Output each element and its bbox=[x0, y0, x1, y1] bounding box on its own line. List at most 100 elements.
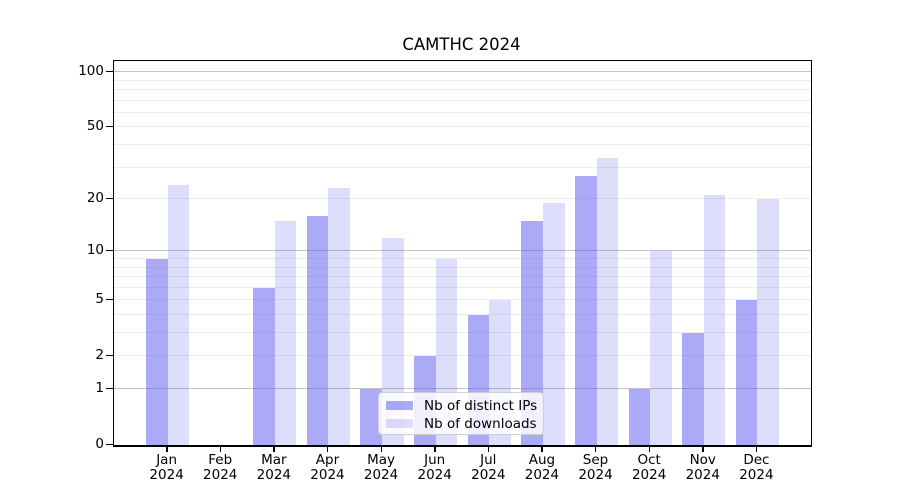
x-tick-year: 2024 bbox=[739, 466, 774, 483]
x-tick-year: 2024 bbox=[685, 466, 720, 483]
x-tick-label-jul: Jul 2024 bbox=[460, 453, 516, 482]
x-tick bbox=[166, 446, 168, 452]
x-tick-year: 2024 bbox=[256, 466, 292, 483]
bar-distinct-ips-may bbox=[360, 389, 383, 445]
x-tick bbox=[273, 446, 275, 452]
x-tick-year: 2024 bbox=[578, 466, 613, 483]
y-tick bbox=[106, 70, 113, 73]
y-tick bbox=[106, 249, 113, 252]
bar-downloads-aug bbox=[542, 203, 565, 445]
bar-downloads-jan bbox=[167, 184, 190, 445]
legend-swatch-downloads-icon bbox=[386, 419, 413, 428]
bar-downloads-nov bbox=[703, 195, 726, 445]
bar-downloads-sep bbox=[596, 157, 619, 445]
bar-distinct-ips-mar bbox=[253, 287, 275, 445]
x-tick-month: Apr bbox=[315, 452, 340, 468]
y-tick bbox=[106, 125, 113, 128]
x-tick-month: Jul bbox=[480, 452, 497, 468]
y-tick bbox=[106, 197, 113, 199]
bar-downloads-dec bbox=[757, 199, 779, 445]
minor-gridline bbox=[114, 126, 811, 128]
y-tick-label: 0 bbox=[95, 436, 104, 452]
x-tick bbox=[219, 446, 222, 452]
y-tick-label: 2 bbox=[95, 347, 104, 364]
chart-title: CAMTHC 2024 bbox=[402, 35, 521, 54]
minor-gridline bbox=[114, 258, 811, 259]
x-tick-month: Jan bbox=[156, 452, 178, 468]
x-tick-month: Nov bbox=[689, 452, 716, 468]
bar-distinct-ips-jan bbox=[146, 259, 168, 445]
x-tick-label-jan: Jan 2024 bbox=[139, 453, 195, 482]
x-tick-year: 2024 bbox=[363, 466, 399, 483]
minor-gridline bbox=[114, 99, 811, 101]
x-tick-year: 2024 bbox=[203, 466, 238, 483]
x-tick bbox=[380, 446, 382, 452]
x-tick-label-jun: Jun 2024 bbox=[407, 453, 463, 482]
bar-downloads-oct bbox=[650, 251, 672, 445]
y-tick-label: 1 bbox=[95, 380, 104, 396]
plot-area bbox=[113, 60, 812, 447]
x-tick bbox=[702, 446, 704, 452]
x-tick bbox=[755, 446, 758, 452]
x-tick bbox=[648, 446, 651, 452]
major-gridline bbox=[114, 388, 811, 390]
major-gridline bbox=[114, 250, 811, 252]
minor-gridline bbox=[114, 111, 811, 113]
minor-gridline bbox=[114, 198, 811, 200]
minor-gridline bbox=[114, 355, 811, 357]
y-tick bbox=[106, 443, 113, 445]
minor-gridline bbox=[114, 299, 811, 301]
legend-label-distinct-ips: Nb of distinct IPs bbox=[424, 397, 538, 414]
x-tick-month: May bbox=[367, 452, 396, 468]
bar-downloads-mar bbox=[274, 221, 297, 445]
x-tick-label-aug: Aug 2024 bbox=[514, 453, 570, 482]
legend-swatch-distinct-ips-icon bbox=[386, 401, 413, 410]
x-tick-label-oct: Oct 2024 bbox=[621, 453, 677, 482]
y-tick bbox=[106, 387, 113, 389]
y-tick-label: 100 bbox=[78, 63, 104, 80]
bar-distinct-ips-aug bbox=[521, 221, 543, 445]
bar-distinct-ips-oct bbox=[628, 389, 651, 445]
x-tick-month: Sep bbox=[582, 452, 609, 468]
minor-gridline bbox=[114, 332, 811, 334]
x-tick-year: 2024 bbox=[471, 466, 506, 483]
x-tick bbox=[326, 446, 329, 452]
y-tick bbox=[106, 298, 113, 301]
minor-gridline bbox=[114, 89, 811, 91]
minor-gridline bbox=[114, 276, 811, 278]
major-gridline bbox=[114, 71, 811, 73]
x-tick-label-apr: Apr 2024 bbox=[299, 453, 355, 482]
minor-gridline bbox=[114, 314, 811, 315]
bar-distinct-ips-sep bbox=[574, 175, 597, 445]
bar-downloads-apr bbox=[328, 188, 351, 445]
x-tick-label-dec: Dec 2024 bbox=[728, 453, 784, 482]
x-tick-label-nov: Nov 2024 bbox=[675, 453, 731, 482]
x-tick-month: Oct bbox=[637, 452, 661, 468]
x-tick-label-mar: Mar 2024 bbox=[246, 453, 302, 482]
y-tick-label: 5 bbox=[95, 291, 104, 308]
x-tick-year: 2024 bbox=[631, 466, 667, 483]
x-tick-month: Mar bbox=[261, 452, 287, 468]
minor-gridline bbox=[114, 79, 811, 81]
x-tick-month: Jun bbox=[424, 452, 446, 468]
bar-distinct-ips-nov bbox=[682, 333, 704, 445]
legend-entry-distinct-ips: Nb of distinct IPs bbox=[386, 397, 538, 414]
x-tick-year: 2024 bbox=[524, 466, 560, 483]
x-tick-year: 2024 bbox=[149, 466, 184, 483]
x-tick bbox=[434, 446, 436, 452]
x-tick-year: 2024 bbox=[310, 466, 345, 483]
x-tick-year: 2024 bbox=[417, 466, 452, 483]
bar-distinct-ips-apr bbox=[306, 216, 329, 445]
y-tick-label: 50 bbox=[86, 118, 104, 135]
legend-label-downloads: Nb of downloads bbox=[424, 415, 537, 432]
y-tick-label: 20 bbox=[86, 190, 104, 207]
x-tick-label-feb: Feb 2024 bbox=[192, 453, 248, 482]
minor-gridline bbox=[114, 166, 811, 168]
x-tick bbox=[595, 446, 597, 452]
x-tick-label-sep: Sep 2024 bbox=[568, 453, 624, 482]
y-tick bbox=[106, 354, 113, 357]
x-tick-month: Feb bbox=[208, 452, 233, 468]
bar-distinct-ips-dec bbox=[735, 300, 758, 445]
legend-entry-downloads: Nb of downloads bbox=[386, 415, 537, 432]
